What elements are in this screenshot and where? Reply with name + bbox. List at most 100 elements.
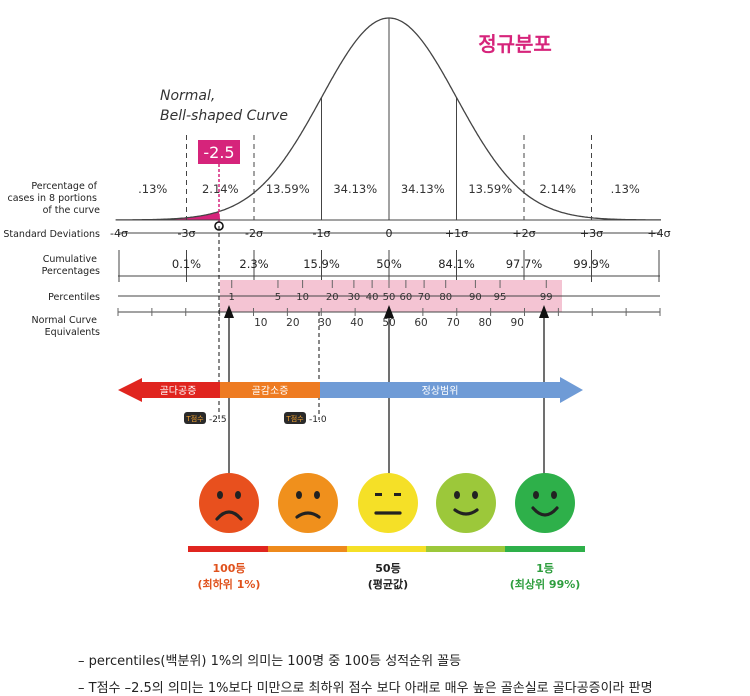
cumulative-label: 2.3% (239, 257, 268, 271)
pointer-head-left (224, 305, 234, 318)
sigma-lines (186, 18, 592, 220)
rank-mid-title: 50등 (375, 562, 400, 575)
scale-bar-orange (268, 546, 347, 552)
range-label-osteoporosis: 골다공증 (160, 385, 197, 397)
row-label-percentage-1: Percentage of (31, 181, 97, 192)
svg-text:Percentage of cases: Percentage of cases in 8 portions of the… (8, 181, 101, 216)
marker-badge-text: -2.5 (203, 143, 234, 162)
cumulative-label: 0.1% (172, 257, 201, 271)
tscore-value-1: -2.5 (209, 415, 227, 425)
neutral-face-icon (358, 473, 418, 533)
portion-label: .13% (611, 182, 640, 196)
range-label-normal: 정상범위 (422, 384, 459, 397)
diagram-title: 정규분포 (478, 32, 552, 56)
rank-left-sub: (최하위 1%) (198, 577, 261, 591)
face-circle (278, 473, 338, 533)
note-tscore: – T점수 –2.5의 의미는 1%보다 미만으로 최하위 점수 보다 아래로 … (78, 681, 653, 696)
left-tail-fill (119, 211, 221, 220)
percentile-label: 50 (383, 292, 396, 303)
face-eye (314, 491, 320, 499)
percentile-label: 10 (296, 292, 309, 303)
rank-right-title: 1등 (536, 562, 554, 575)
portion-label: 2.14% (202, 182, 239, 196)
range-arrows: 골다공증 골감소증 정상범위 (118, 377, 583, 403)
face-mouth (295, 511, 321, 519)
percentile-label: 99 (540, 292, 553, 303)
bell-curve (115, 17, 661, 221)
sd-tick-label: -4σ (110, 227, 128, 240)
sd-tick-label: +4σ (647, 227, 670, 240)
scale-bar-green (505, 546, 585, 552)
percentile-label: 30 (348, 292, 361, 303)
face-circle (199, 473, 259, 533)
rank-right-sub: (최상위 99%) (510, 577, 581, 591)
face-eye (235, 491, 241, 499)
sd-axis: -4σ -3σ -2σ -1σ 0 +1σ +2σ +3σ +4σ (110, 227, 671, 240)
percentile-label: 90 (469, 292, 482, 303)
happy-face-icon (515, 473, 575, 533)
portion-label: 13.59% (266, 182, 310, 196)
face-eye (217, 491, 223, 499)
rank-left-title: 100등 (212, 562, 245, 575)
nce-label: 80 (478, 317, 491, 329)
percentile-label: 20 (326, 292, 339, 303)
face-eye (394, 493, 401, 496)
curve-label-line2: Bell-shaped Curve (160, 108, 288, 124)
tscore-badge-1 (184, 412, 206, 424)
pointer-head-right (539, 305, 549, 318)
faces (199, 473, 575, 533)
nce-label: 40 (350, 317, 363, 329)
face-eye (551, 491, 557, 499)
face-eye (454, 491, 460, 499)
scale-bar-lightgreen (426, 546, 505, 552)
portion-label: .13% (138, 182, 167, 196)
row-label-sd: Standard Deviations (3, 229, 100, 240)
tscore-value-2: -1.0 (309, 415, 327, 425)
nce-label: 90 (511, 317, 524, 329)
percentile-label: 5 (275, 292, 281, 303)
face-circle (515, 473, 575, 533)
row-label-percentage-3: of the curve (43, 205, 101, 216)
face-eye (472, 491, 478, 499)
sd-tick-label: +2σ (512, 227, 535, 240)
percentile-label: 80 (439, 292, 452, 303)
percentile-label: 70 (418, 292, 431, 303)
percentile-label: 95 (494, 292, 507, 303)
face-mouth (531, 506, 559, 517)
sd-tick-label: -1σ (313, 227, 331, 240)
cumulative-label: 50% (376, 257, 402, 271)
smile-face-icon (436, 473, 496, 533)
sd-tick-label: +1σ (445, 227, 468, 240)
cumulative-label: 97.7% (506, 257, 543, 271)
portion-label: 34.13% (333, 182, 377, 196)
scale-bar-yellow (347, 546, 426, 552)
curve-label-line1: Normal, (160, 88, 215, 104)
portion-label: 13.59% (468, 182, 512, 196)
rank-mid-sub: (평균값) (368, 577, 408, 591)
face-eye (375, 493, 382, 496)
note-percentiles: – percentiles(백분위) 1%의 의미는 100명 중 100등 성… (78, 654, 462, 669)
pointer-head-mid (384, 305, 394, 318)
tscore-badge-2-text: T점수 (285, 415, 304, 423)
sd-tick-label: -2σ (245, 227, 263, 240)
cumulative-row: 0.1% 2.3% 15.9% 50% 84.1% 97.7% 99.9% (118, 250, 660, 282)
sd-tick-label: 0 (386, 227, 393, 240)
row-label-nce-2: Equivalents (45, 327, 100, 338)
face-eye (533, 491, 539, 499)
nce-label: 60 (414, 317, 427, 329)
marker-badge (198, 140, 240, 164)
portion-labels: .13% 2.14% 13.59% 34.13% 34.13% 13.59% 2.14% .1… (138, 182, 640, 196)
cumulative-label: 99.9% (573, 257, 610, 271)
face-eye (296, 491, 302, 499)
very-sad-face-icon (199, 473, 259, 533)
face-mouth (453, 508, 479, 516)
percentile-label: 1 (229, 292, 235, 303)
face-mouth (215, 510, 243, 521)
row-label-nce-1: Normal Curve (32, 315, 98, 326)
cumulative-label: 84.1% (438, 257, 475, 271)
percentile-label: 40 (366, 292, 379, 303)
sd-tick-label: -3σ (178, 227, 196, 240)
sad-face-icon (278, 473, 338, 533)
row-label-cumulative-1: Cumulative (43, 254, 97, 265)
